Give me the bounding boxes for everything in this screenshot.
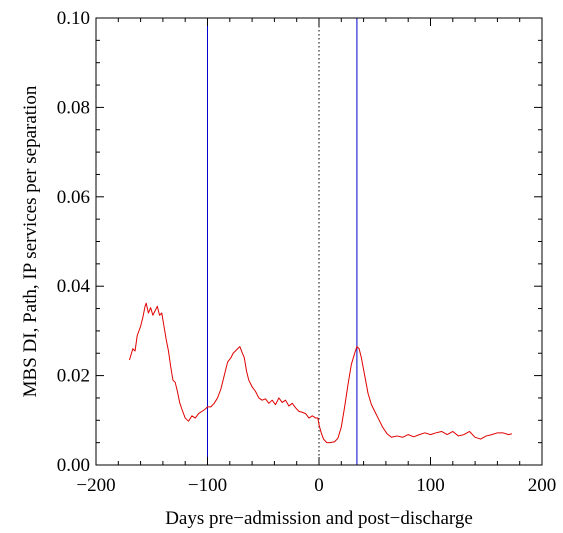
- y-tick-label: 0.06: [57, 187, 90, 208]
- plot-frame: [95, 17, 543, 466]
- y-tick-label: 0.10: [57, 8, 90, 29]
- x-tick-labels: −200 −100 0 100 200: [76, 475, 556, 496]
- y-tick-label: 0.04: [57, 276, 91, 297]
- x-tick-label: −100: [188, 475, 227, 496]
- x-tick-label: −200: [76, 475, 115, 496]
- series-layer: [128, 302, 513, 444]
- y-tick-labels: 0.00 0.02 0.04 0.06 0.08 0.10: [57, 8, 91, 476]
- y-tick-label: 0.00: [57, 455, 90, 476]
- series-line-0: [128, 302, 513, 444]
- reference-lines: [207, 18, 358, 465]
- x-tick-label: 0: [314, 475, 324, 496]
- y-tick-label: 0.02: [57, 366, 90, 387]
- x-tick-label: 200: [528, 475, 557, 496]
- axis-ticks: [95, 17, 543, 466]
- y-axis-label: MBS DI, Path, IP services per separation: [20, 85, 41, 397]
- y-tick-label: 0.08: [57, 97, 90, 118]
- x-axis-label: Days pre−admission and post−discharge: [165, 508, 473, 529]
- x-tick-label: 100: [416, 475, 445, 496]
